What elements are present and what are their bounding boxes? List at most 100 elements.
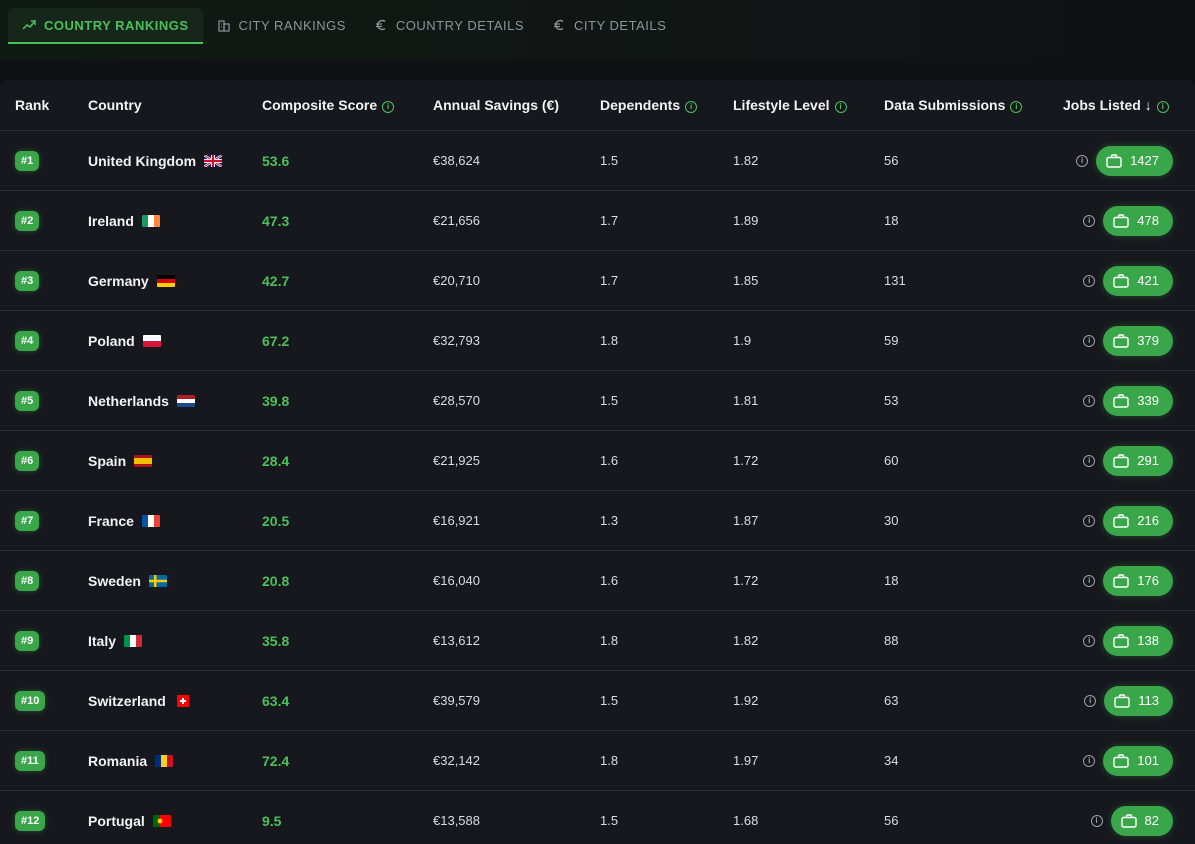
table-row[interactable]: #10 Switzerland 63.4 €39,579 1.5 1.92 63 i 113: [0, 670, 1195, 731]
jobs-listed-button[interactable]: 101: [1103, 745, 1173, 776]
jobs-listed-button[interactable]: 1427: [1096, 145, 1173, 176]
jobs-listed-button[interactable]: 339: [1103, 385, 1173, 416]
info-icon[interactable]: i: [1083, 514, 1096, 527]
header-label: Annual Savings (€): [433, 97, 560, 113]
table-row[interactable]: #6 Spain 28.4 €21,925 1.6 1.72 60 i 291: [0, 430, 1195, 491]
table-row[interactable]: #8 Sweden 20.8 €16,040 1.6 1.72 18 i 176: [0, 550, 1195, 611]
submissions-cell: 56: [884, 790, 1063, 844]
jobs-header[interactable]: Jobs Listed ↓ i: [1063, 80, 1195, 131]
header-label: Country: [88, 97, 142, 113]
table-row[interactable]: #9 Italy 35.8 €13,612 1.8 1.82 88 i 138: [0, 610, 1195, 671]
score-cell: 47.3: [262, 190, 433, 251]
info-icon[interactable]: i: [1083, 634, 1096, 647]
country-header[interactable]: Country: [88, 80, 262, 131]
table-row[interactable]: #5 Netherlands 39.8 €28,570 1.5 1.81 53 i 339: [0, 370, 1195, 431]
dependents-value: 1.5: [600, 693, 619, 708]
info-icon[interactable]: i: [834, 101, 847, 113]
country-cell[interactable]: Portugal: [88, 790, 262, 844]
country-name: Poland: [88, 332, 135, 349]
jobs-listed-button[interactable]: 113: [1104, 685, 1173, 716]
country-cell[interactable]: Italy: [88, 610, 262, 671]
header-label: Data Submissions: [884, 97, 1006, 113]
jobs-cell: i 1427: [1063, 130, 1195, 191]
briefcase-icon: [1106, 153, 1122, 168]
briefcase-icon: [1113, 393, 1129, 408]
jobs-listed-button[interactable]: 176: [1103, 565, 1173, 596]
annual-savings: €16,921: [433, 513, 480, 528]
tab-country-rankings[interactable]: COUNTRY RANKINGS: [8, 8, 203, 44]
lifestyle-cell: 1.97: [733, 730, 884, 791]
country-cell[interactable]: Sweden: [88, 550, 262, 611]
info-icon[interactable]: i: [1010, 101, 1023, 113]
info-icon[interactable]: i: [1083, 274, 1096, 287]
country-cell[interactable]: Romania: [88, 730, 262, 791]
rank-cell: #7: [0, 490, 88, 551]
jobs-count: 113: [1138, 693, 1159, 708]
tab-city-details[interactable]: CITY DETAILS: [538, 8, 680, 44]
lifestyle-value: 1.92: [733, 693, 759, 708]
jobs-cell: i 113: [1063, 670, 1195, 731]
annual-savings: €13,588: [433, 813, 480, 828]
country-cell[interactable]: Ireland: [88, 190, 262, 251]
info-icon[interactable]: i: [1076, 154, 1089, 167]
info-icon[interactable]: i: [1090, 814, 1103, 827]
country-cell[interactable]: Spain: [88, 430, 262, 491]
rank-badge: #3: [15, 270, 40, 291]
info-icon[interactable]: i: [1083, 214, 1096, 227]
country-cell[interactable]: Netherlands: [88, 370, 262, 431]
tab-country-details[interactable]: COUNTRY DETAILS: [360, 8, 538, 44]
jobs-listed-button[interactable]: 138: [1103, 625, 1173, 656]
lifestyle-value: 1.72: [733, 573, 759, 588]
submissions-value: 131: [884, 273, 906, 288]
table-row[interactable]: #7 France 20.5 €16,921 1.3 1.87 30 i 216: [0, 490, 1195, 551]
jobs-listed-button[interactable]: 421: [1103, 265, 1173, 296]
info-icon[interactable]: i: [1083, 454, 1096, 467]
annual-savings: €21,925: [433, 453, 480, 468]
submissions-cell: 60: [884, 430, 1063, 491]
info-icon[interactable]: i: [1084, 694, 1097, 707]
country-cell[interactable]: Germany: [88, 250, 262, 311]
dependents-header[interactable]: Dependents i: [600, 80, 733, 131]
table-row[interactable]: #1 United Kingdom 53.6 €38,624 1.5 1.82 56 i 142…: [0, 130, 1195, 191]
tab-city-rankings[interactable]: CITY RANKINGS: [203, 8, 360, 44]
composite-score: 47.3: [262, 212, 290, 229]
submissions-cell: 59: [884, 310, 1063, 371]
table-row[interactable]: #3 Germany 42.7 €20,710 1.7 1.85 131 i 421: [0, 250, 1195, 311]
info-icon[interactable]: i: [1083, 754, 1096, 767]
jobs-count: 291: [1137, 453, 1159, 468]
info-icon[interactable]: i: [382, 101, 395, 113]
country-cell[interactable]: Switzerland: [88, 670, 262, 731]
table-row[interactable]: #4 Poland 67.2 €32,793 1.8 1.9 59 i 379: [0, 310, 1195, 371]
submissions-header[interactable]: Data Submissions i: [884, 80, 1063, 131]
info-icon[interactable]: i: [1156, 101, 1169, 113]
jobs-listed-button[interactable]: 216: [1103, 505, 1173, 536]
table-row[interactable]: #2 Ireland 47.3 €21,656 1.7 1.89 18 i 478: [0, 190, 1195, 251]
country-cell[interactable]: France: [88, 490, 262, 551]
savings-cell: €13,588: [433, 790, 600, 844]
sort-down-icon[interactable]: ↓: [1144, 97, 1152, 113]
rank-badge: #6: [15, 450, 40, 471]
lifestyle-header[interactable]: Lifestyle Level i: [733, 80, 884, 131]
composite-score: 9.5: [262, 812, 282, 829]
jobs-listed-button[interactable]: 379: [1103, 325, 1173, 356]
score-cell: 35.8: [262, 610, 433, 671]
country-cell[interactable]: Poland: [88, 310, 262, 371]
rank-badge: #7: [15, 510, 40, 531]
jobs-listed-button[interactable]: 291: [1103, 445, 1173, 476]
info-icon[interactable]: i: [1083, 334, 1096, 347]
savings-header[interactable]: Annual Savings (€): [433, 80, 600, 131]
info-icon[interactable]: i: [1083, 574, 1096, 587]
table-row[interactable]: #11 Romania 72.4 €32,142 1.8 1.97 34 i 101: [0, 730, 1195, 791]
info-icon[interactable]: i: [685, 101, 698, 113]
country-cell[interactable]: United Kingdom: [88, 130, 262, 191]
table-row[interactable]: #12 Portugal 9.5 €13,588 1.5 1.68 56 i 82: [0, 790, 1195, 844]
jobs-count: 478: [1137, 213, 1159, 228]
jobs-listed-button[interactable]: 478: [1103, 205, 1173, 236]
jobs-listed-button[interactable]: 82: [1110, 805, 1173, 836]
table-body: #1 United Kingdom 53.6 €38,624 1.5 1.82 56 i 142…: [0, 130, 1195, 844]
country-name: Portugal: [88, 812, 145, 829]
info-icon[interactable]: i: [1083, 394, 1096, 407]
score-header[interactable]: Composite Score i: [262, 80, 433, 131]
euro-icon: [375, 19, 386, 31]
rank-header[interactable]: Rank: [0, 80, 88, 131]
